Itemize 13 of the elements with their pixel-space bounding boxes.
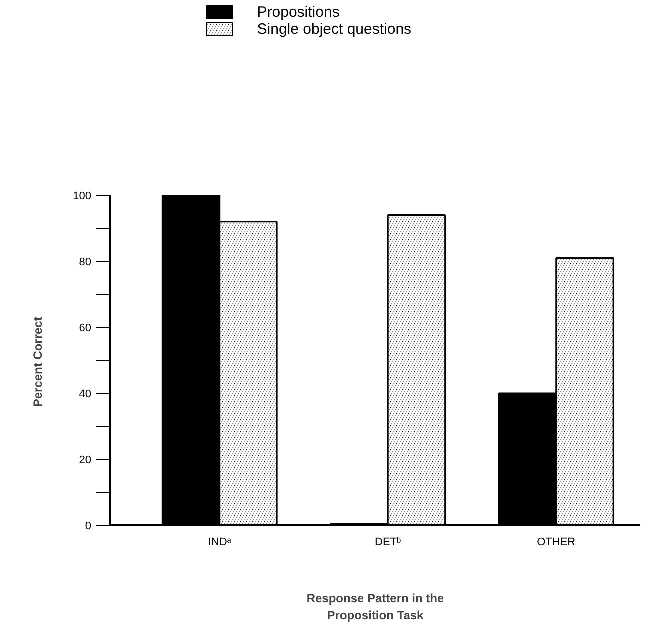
x-tick-label: DETᵇ xyxy=(375,536,402,548)
legend-label: Propositions xyxy=(257,4,340,21)
y-tick-label: 20 xyxy=(79,454,92,466)
y-tick-label: 80 xyxy=(79,256,92,268)
x-axis-title: Response Pattern in the Proposition Task xyxy=(306,592,445,622)
y-tick-label: 0 xyxy=(85,520,92,532)
y-tick-label: 100 xyxy=(73,190,92,202)
x-tick-label: OTHER xyxy=(537,536,576,548)
legend-label: Single object questions xyxy=(257,21,412,38)
y-tick-label: 40 xyxy=(79,388,92,400)
y-axis-title: Percent Correct xyxy=(31,317,46,408)
x-tick-label: INDᵃ xyxy=(208,536,232,548)
y-tick-label: 60 xyxy=(79,322,92,334)
